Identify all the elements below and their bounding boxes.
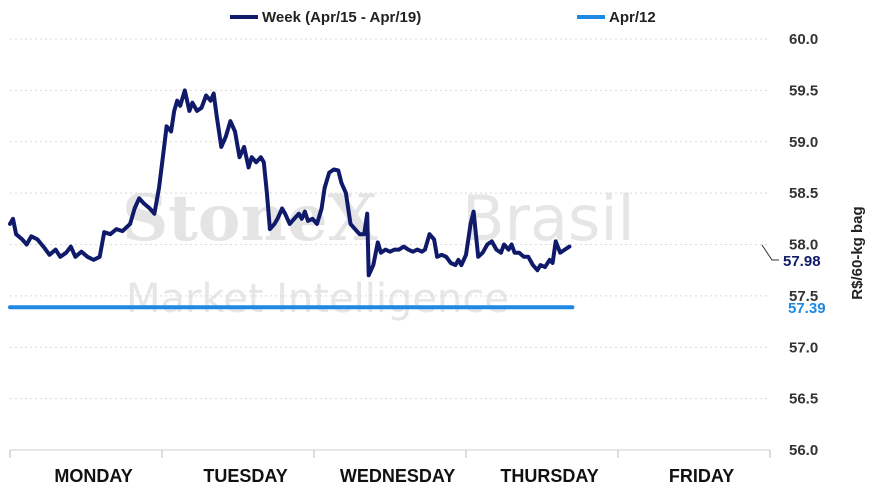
series-group [8, 88, 575, 310]
end-label-apr12: 57.39 [788, 300, 826, 317]
end-label-leader [761, 244, 779, 261]
y-axis-ticks: 60.0 59.5 59.0 58.5 58.0 57.5 57.0 56.5 56.0 [789, 31, 818, 459]
x-tick-label-wednesday: WEDNESDAY [340, 466, 455, 486]
y-tick-label: 57.5 [789, 288, 818, 305]
y-tick-label: 58.5 [789, 185, 818, 202]
x-tick-label-thursday: THURSDAY [500, 466, 598, 486]
y-tick-label: 56.0 [789, 442, 818, 459]
gridlines [10, 38, 770, 400]
end-label-week: 57.98 [783, 253, 821, 270]
watermark-subtitle: Market Intelligence [126, 276, 509, 322]
series-line-week [8, 88, 572, 278]
y-tick-label: 56.5 [789, 391, 818, 408]
legend: Week (Apr/15 - Apr/19) Apr/12 [230, 9, 656, 26]
legend-label-apr12: Apr/12 [609, 9, 656, 26]
y-tick-label: 59.0 [789, 134, 818, 151]
y-tick-label: 58.0 [789, 237, 818, 254]
legend-label-week: Week (Apr/15 - Apr/19) [262, 9, 421, 26]
x-axis-ticks: MONDAY TUESDAY WEDNESDAY THURSDAY FRIDAY [9, 450, 771, 486]
y-tick-label: 59.5 [789, 82, 818, 99]
y-tick-label: 60.0 [789, 31, 818, 48]
x-tick-label-tuesday: TUESDAY [203, 466, 287, 486]
x-tick-label-monday: MONDAY [54, 466, 132, 486]
x-tick-label-friday: FRIDAY [669, 466, 734, 486]
y-axis-title: R$/60-kg bag [849, 206, 866, 299]
y-tick-label: 57.0 [789, 339, 818, 356]
